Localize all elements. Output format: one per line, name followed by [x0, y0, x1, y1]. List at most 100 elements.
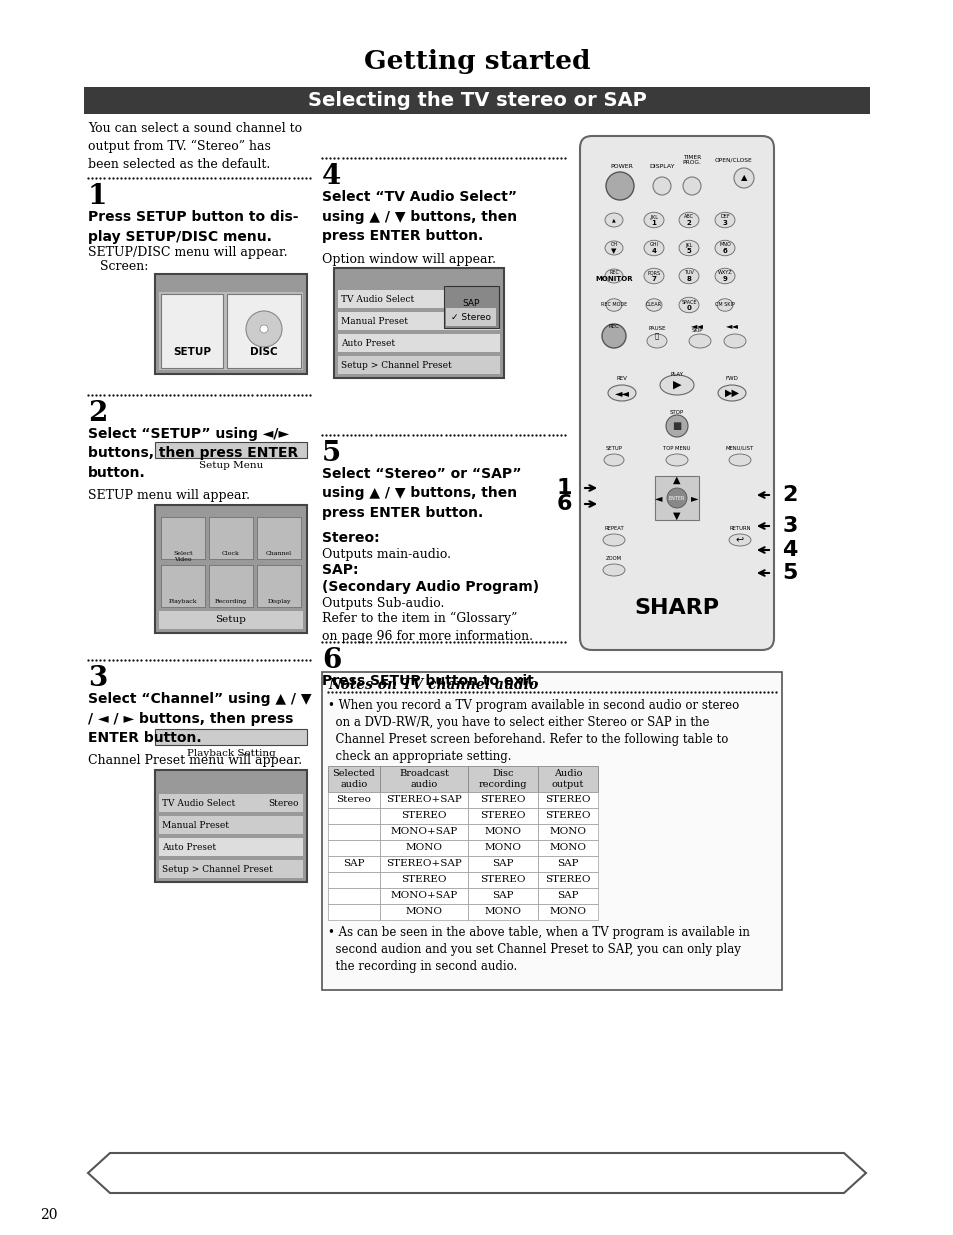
Text: ✓ Stereo: ✓ Stereo [451, 312, 491, 321]
Text: SAP: SAP [557, 860, 578, 868]
FancyBboxPatch shape [328, 888, 379, 904]
Text: ▲: ▲ [673, 475, 680, 485]
Text: SAP: SAP [343, 860, 364, 868]
Text: 6: 6 [556, 494, 571, 514]
Text: Stereo: Stereo [268, 799, 298, 808]
FancyBboxPatch shape [379, 904, 468, 920]
Text: Channel: Channel [266, 551, 292, 556]
Text: PQRS: PQRS [647, 270, 659, 275]
Text: Disc
recording: Disc recording [478, 769, 527, 789]
Text: Auto Preset: Auto Preset [162, 842, 216, 851]
Circle shape [733, 168, 753, 188]
Text: MNO: MNO [719, 242, 730, 247]
Text: Channel Preset menu will appear.: Channel Preset menu will appear. [88, 755, 302, 767]
Text: REPEAT: REPEAT [603, 526, 623, 531]
Text: 3: 3 [88, 664, 107, 692]
Ellipse shape [645, 299, 661, 311]
Text: SAP: SAP [557, 892, 578, 900]
Text: Setup Menu: Setup Menu [198, 462, 263, 471]
Text: MONO: MONO [484, 844, 521, 852]
FancyBboxPatch shape [159, 816, 303, 834]
Text: STEREO+SAP: STEREO+SAP [386, 795, 461, 804]
FancyBboxPatch shape [655, 475, 699, 520]
FancyBboxPatch shape [379, 824, 468, 840]
FancyBboxPatch shape [328, 766, 379, 792]
FancyBboxPatch shape [209, 517, 253, 559]
Text: Selecting the TV stereo or SAP: Selecting the TV stereo or SAP [307, 91, 646, 110]
Text: Select “TV Audio Select”
using ▲ / ▼ buttons, then
press ENTER button.: Select “TV Audio Select” using ▲ / ▼ but… [322, 190, 517, 243]
Ellipse shape [714, 212, 734, 227]
FancyBboxPatch shape [379, 872, 468, 888]
FancyBboxPatch shape [328, 856, 379, 872]
Text: REC MODE: REC MODE [600, 303, 626, 308]
Text: Press SETUP button to exit.: Press SETUP button to exit. [322, 674, 538, 688]
Text: Select “Channel” using ▲ / ▼
/ ◄ / ► buttons, then press
ENTER button.: Select “Channel” using ▲ / ▼ / ◄ / ► but… [88, 692, 312, 745]
Text: SHARP: SHARP [634, 598, 719, 618]
FancyBboxPatch shape [159, 794, 303, 811]
Ellipse shape [602, 564, 624, 576]
Ellipse shape [643, 241, 663, 256]
Text: 4: 4 [651, 248, 656, 254]
Text: SETUP: SETUP [172, 347, 211, 357]
Circle shape [682, 177, 700, 195]
Text: Audio
output: Audio output [551, 769, 583, 789]
FancyBboxPatch shape [468, 824, 537, 840]
FancyBboxPatch shape [256, 517, 301, 559]
FancyBboxPatch shape [379, 840, 468, 856]
Ellipse shape [714, 268, 734, 284]
Text: TV Audio Select: TV Audio Select [340, 294, 414, 304]
Text: STEREO: STEREO [545, 811, 590, 820]
Text: Option window will appear.: Option window will appear. [322, 253, 496, 266]
Ellipse shape [604, 241, 622, 254]
Circle shape [246, 311, 282, 347]
Text: ENTER: ENTER [668, 495, 684, 500]
Text: CH: CH [610, 242, 617, 247]
FancyBboxPatch shape [468, 888, 537, 904]
Text: ►: ► [691, 493, 698, 503]
FancyBboxPatch shape [468, 808, 537, 824]
Text: 1: 1 [556, 478, 571, 498]
Text: ■: ■ [672, 421, 680, 431]
Text: Press SETUP button to dis-
play SETUP/DISC menu.: Press SETUP button to dis- play SETUP/DI… [88, 210, 298, 243]
Ellipse shape [679, 298, 699, 312]
Text: 7: 7 [651, 275, 656, 282]
Ellipse shape [718, 385, 745, 401]
Ellipse shape [643, 268, 663, 284]
Ellipse shape [665, 454, 687, 466]
Text: 2: 2 [88, 400, 108, 427]
FancyBboxPatch shape [154, 729, 307, 745]
Text: Notes on TV channel audio: Notes on TV channel audio [328, 678, 537, 692]
Text: TIMER
PROG.: TIMER PROG. [681, 154, 700, 165]
Text: SETUP: SETUP [605, 446, 621, 451]
Text: ZOOM: ZOOM [605, 556, 621, 561]
FancyBboxPatch shape [84, 86, 869, 114]
Ellipse shape [679, 241, 699, 256]
Text: • When you record a TV program available in second audio or stereo
  on a DVD-RW: • When you record a TV program available… [328, 699, 739, 763]
FancyBboxPatch shape [537, 808, 598, 824]
Circle shape [666, 488, 686, 508]
Ellipse shape [605, 299, 621, 311]
Text: RETURN: RETURN [728, 526, 750, 531]
Text: Setup: Setup [215, 615, 246, 625]
Text: .JKL: .JKL [649, 215, 658, 220]
Ellipse shape [728, 534, 750, 546]
FancyBboxPatch shape [154, 505, 307, 634]
Text: STEREO: STEREO [479, 876, 525, 884]
Text: CLEAR: CLEAR [645, 303, 661, 308]
Ellipse shape [728, 454, 750, 466]
FancyBboxPatch shape [328, 872, 379, 888]
FancyBboxPatch shape [579, 136, 773, 650]
FancyBboxPatch shape [161, 564, 205, 606]
Text: Playback: Playback [169, 599, 197, 604]
FancyBboxPatch shape [537, 792, 598, 808]
Circle shape [260, 325, 268, 333]
Text: 4: 4 [781, 540, 797, 559]
FancyBboxPatch shape [337, 312, 499, 330]
FancyBboxPatch shape [154, 274, 307, 374]
Text: STOP: STOP [669, 410, 683, 415]
Text: STEREO: STEREO [479, 811, 525, 820]
Text: WXYZ: WXYZ [717, 270, 732, 275]
Text: MENU/LIST: MENU/LIST [725, 446, 753, 451]
Ellipse shape [688, 333, 710, 348]
Text: 2: 2 [781, 485, 797, 505]
